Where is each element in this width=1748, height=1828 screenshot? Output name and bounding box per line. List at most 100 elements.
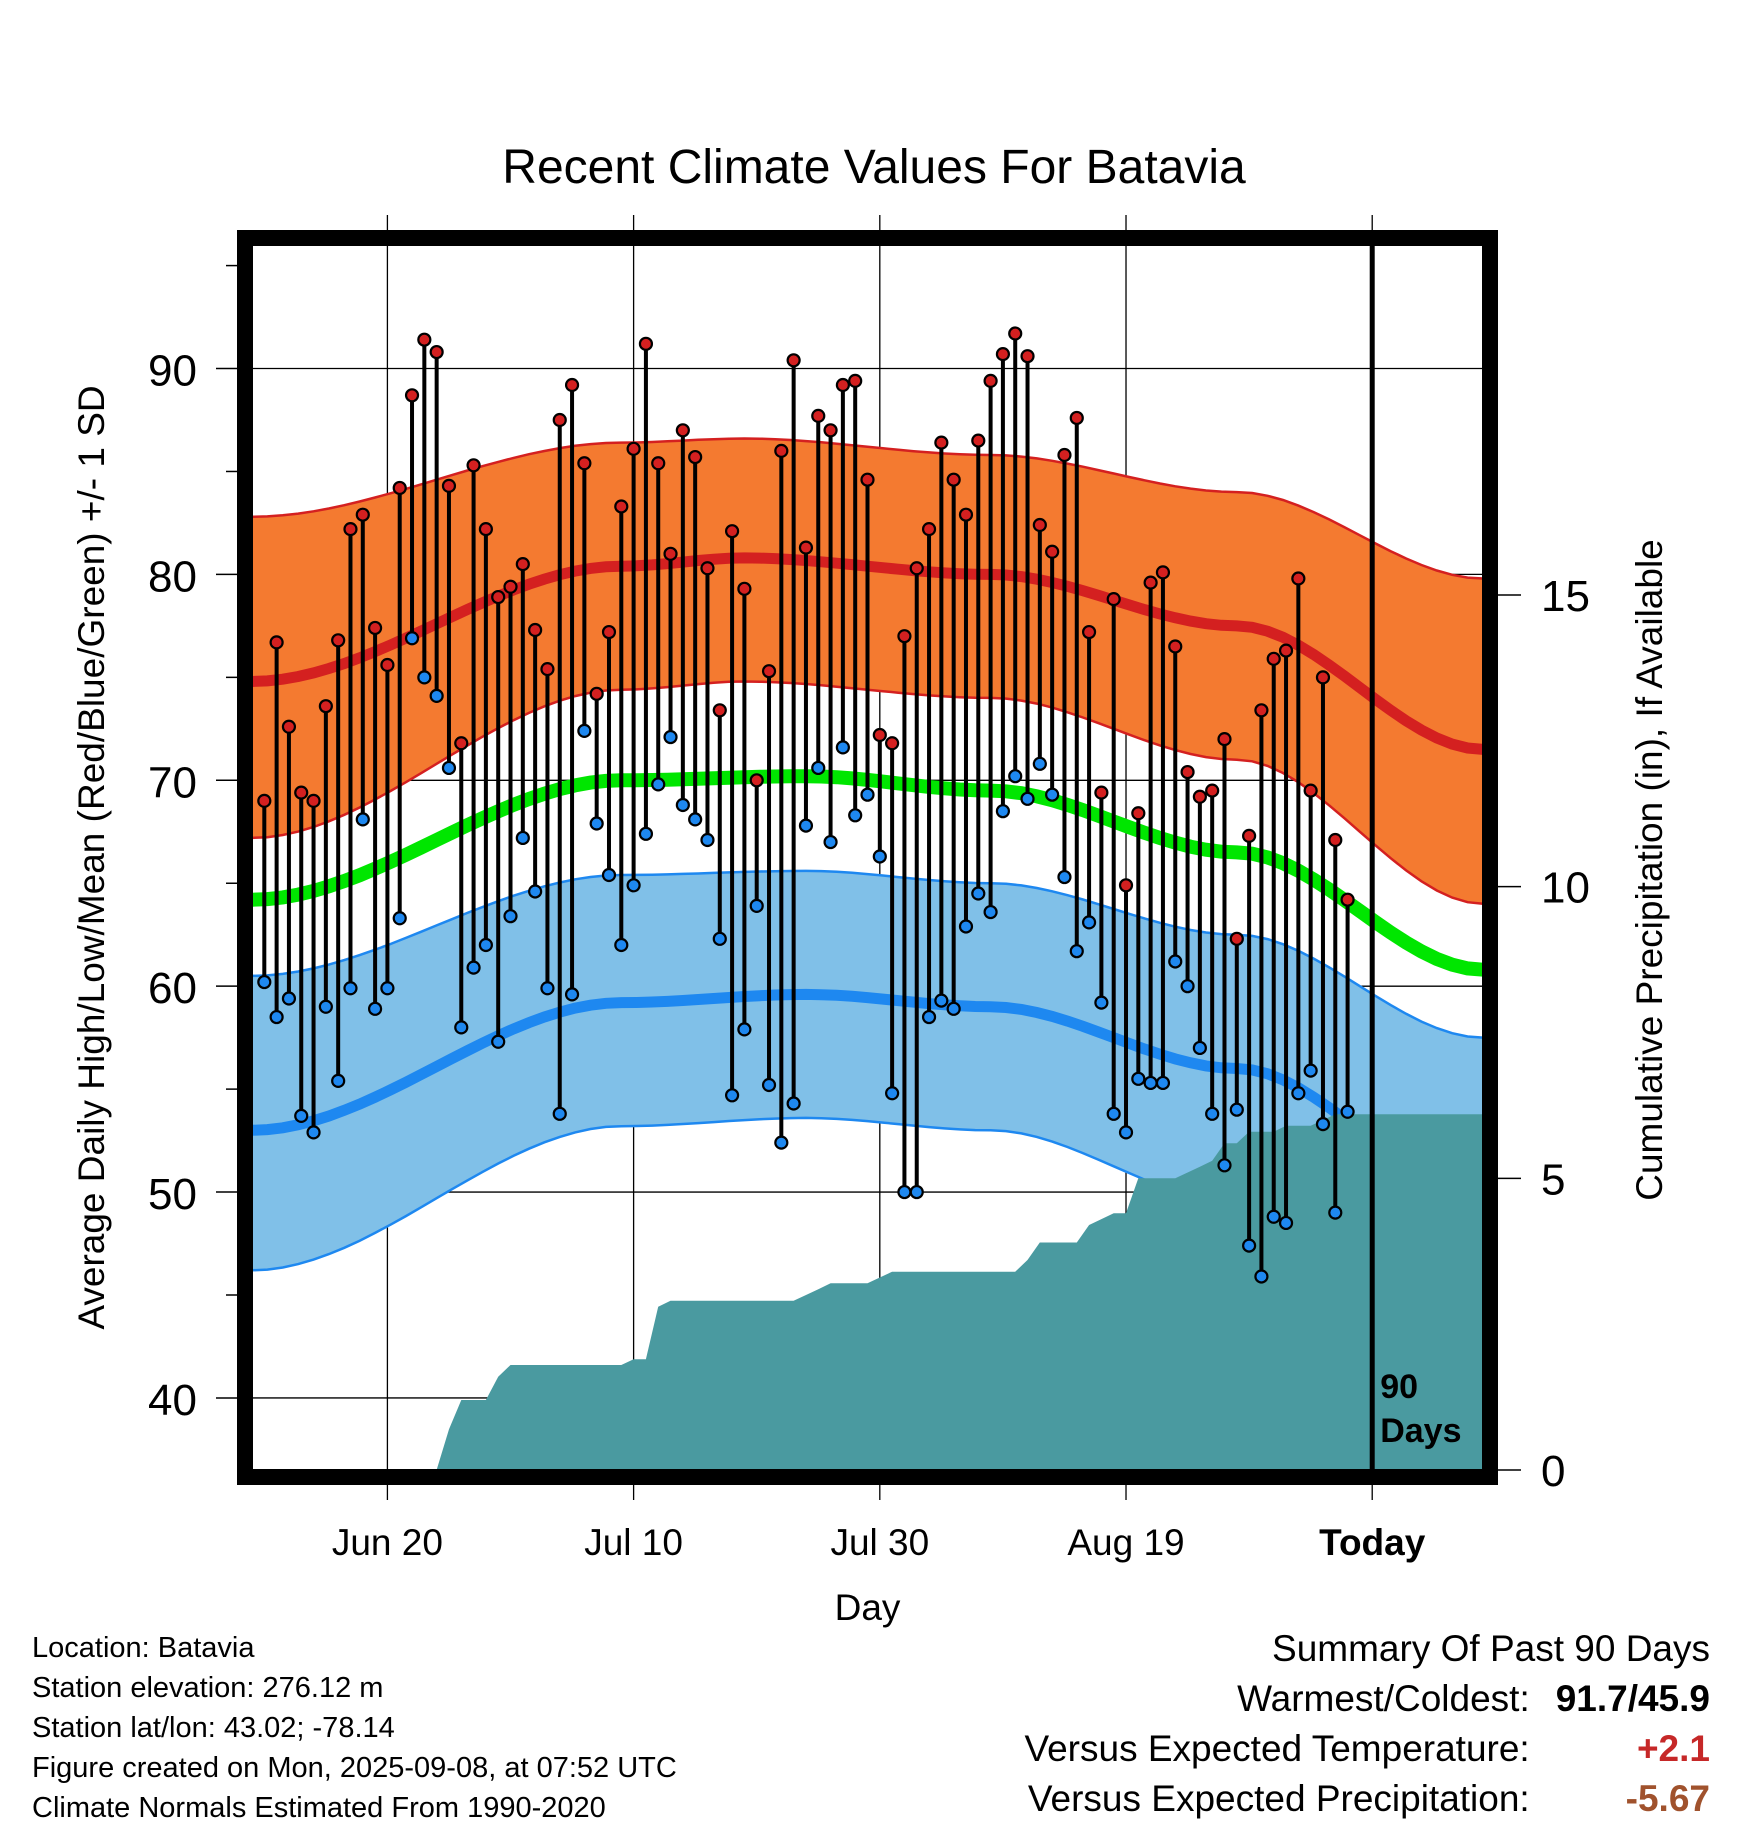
high-point xyxy=(897,629,912,644)
low-point xyxy=(1081,915,1097,930)
daily-points xyxy=(257,326,1355,1284)
high-point xyxy=(1217,732,1232,747)
low-point xyxy=(1057,869,1072,885)
low-point xyxy=(601,867,617,883)
low-point xyxy=(749,898,764,913)
low-point xyxy=(368,1001,383,1016)
axes: 40 50 60 70 80 90 0 5 10 15 Jun 20 Jul 10 Jul 30 Aug … xyxy=(71,264,1670,1628)
summary-warm-cold: Warmest/Coldest: 91.7/45.9 xyxy=(1024,1674,1710,1724)
high-point xyxy=(466,458,481,473)
low-point xyxy=(1143,1075,1158,1091)
low-point xyxy=(404,631,420,646)
high-point xyxy=(528,622,543,638)
today-days-label-1: 90 xyxy=(1380,1368,1418,1406)
low-point xyxy=(294,1108,309,1123)
y-axis-label: Average Daily High/Low/Mean (Red/Blue/Gr… xyxy=(71,385,112,1329)
low-point xyxy=(1328,1205,1343,1220)
plot-border xyxy=(237,230,1498,1485)
high-point xyxy=(983,373,998,388)
low-sd-band-upper-edge xyxy=(251,869,1484,1039)
y2-tick-label: 10 xyxy=(1541,864,1590,913)
low-point xyxy=(712,931,727,946)
location-text: Location: Batavia xyxy=(32,1632,255,1664)
low-point xyxy=(946,1001,961,1016)
high-point xyxy=(540,662,555,677)
high-point xyxy=(1328,832,1343,848)
daily-range-sticks xyxy=(262,333,1350,1277)
high-point xyxy=(281,719,297,734)
precip-value: -5.67 xyxy=(1625,1778,1710,1819)
high-point xyxy=(1131,806,1146,821)
low-point xyxy=(429,688,444,703)
high-point xyxy=(1303,783,1318,798)
normals-text: Climate Normals Estimated From 1990-2020 xyxy=(32,1792,606,1824)
high-point xyxy=(1032,517,1047,533)
today-days-label-2: Days xyxy=(1380,1412,1461,1450)
high-point xyxy=(429,344,444,360)
low-point xyxy=(823,834,838,850)
low-point xyxy=(1008,769,1023,784)
high-point xyxy=(441,478,457,493)
y-tick-label: 40 xyxy=(148,1376,197,1425)
low-point xyxy=(1155,1075,1171,1091)
high-point xyxy=(491,589,506,605)
high-sd-band-upper-edge xyxy=(251,437,1484,580)
low-point xyxy=(872,849,887,864)
low-point xyxy=(269,1009,284,1025)
low-point xyxy=(1032,756,1047,771)
low-point xyxy=(1192,1040,1207,1056)
high-point xyxy=(638,336,654,351)
high-point xyxy=(675,423,690,438)
low-point xyxy=(503,909,518,924)
cumulative-precip-area xyxy=(252,1114,1483,1470)
high-point xyxy=(577,456,592,471)
high-point xyxy=(1143,575,1158,590)
low-point xyxy=(417,670,432,685)
plot-frame: 90 Days xyxy=(237,230,1498,1485)
low-point xyxy=(331,1073,346,1088)
low-point xyxy=(811,760,826,776)
high-point xyxy=(848,373,863,388)
y-tick-label: 90 xyxy=(148,347,197,396)
low-point xyxy=(491,1034,506,1049)
y2-tick-label: 0 xyxy=(1541,1447,1565,1496)
high-point xyxy=(601,624,617,640)
low-point xyxy=(392,911,407,926)
low-point xyxy=(958,919,974,934)
low-point xyxy=(1094,995,1109,1010)
high-point xyxy=(995,347,1011,362)
low-point xyxy=(343,981,358,996)
station-info: Location: Batavia Station elevation: 276… xyxy=(32,1628,677,1828)
precipitation-area xyxy=(252,1114,1483,1470)
high-point xyxy=(343,522,358,537)
low-point xyxy=(737,1022,752,1037)
low-point xyxy=(1045,787,1060,802)
high-point xyxy=(564,377,580,393)
low-point xyxy=(1303,1063,1318,1078)
high-point xyxy=(909,561,924,576)
low-point xyxy=(1168,954,1183,969)
y2-tick-label: 15 xyxy=(1541,572,1590,621)
high-point xyxy=(1057,447,1072,463)
high-point xyxy=(712,703,727,718)
x-axis-label: Day xyxy=(835,1587,901,1628)
high-point xyxy=(1168,639,1183,654)
low-point xyxy=(921,1009,937,1025)
low-point xyxy=(1205,1106,1220,1121)
high-point xyxy=(454,736,469,751)
high-point xyxy=(1254,703,1269,718)
summary-precip: Versus Expected Precipitation: -5.67 xyxy=(1024,1774,1710,1824)
y2-tick-label: 5 xyxy=(1541,1155,1565,1204)
high-point xyxy=(1278,643,1294,658)
high-point xyxy=(626,441,641,456)
low-point xyxy=(675,797,690,813)
high-point xyxy=(257,793,272,808)
high-point xyxy=(1180,764,1195,780)
low-point xyxy=(724,1088,740,1103)
low-point xyxy=(651,777,666,792)
y2-axis-label: Cumulative Precipitation (in), If Availa… xyxy=(1629,539,1670,1201)
low-point xyxy=(638,826,654,841)
low-point xyxy=(281,991,297,1006)
low-point xyxy=(1266,1209,1281,1224)
y-tick-label: 50 xyxy=(148,1170,197,1219)
